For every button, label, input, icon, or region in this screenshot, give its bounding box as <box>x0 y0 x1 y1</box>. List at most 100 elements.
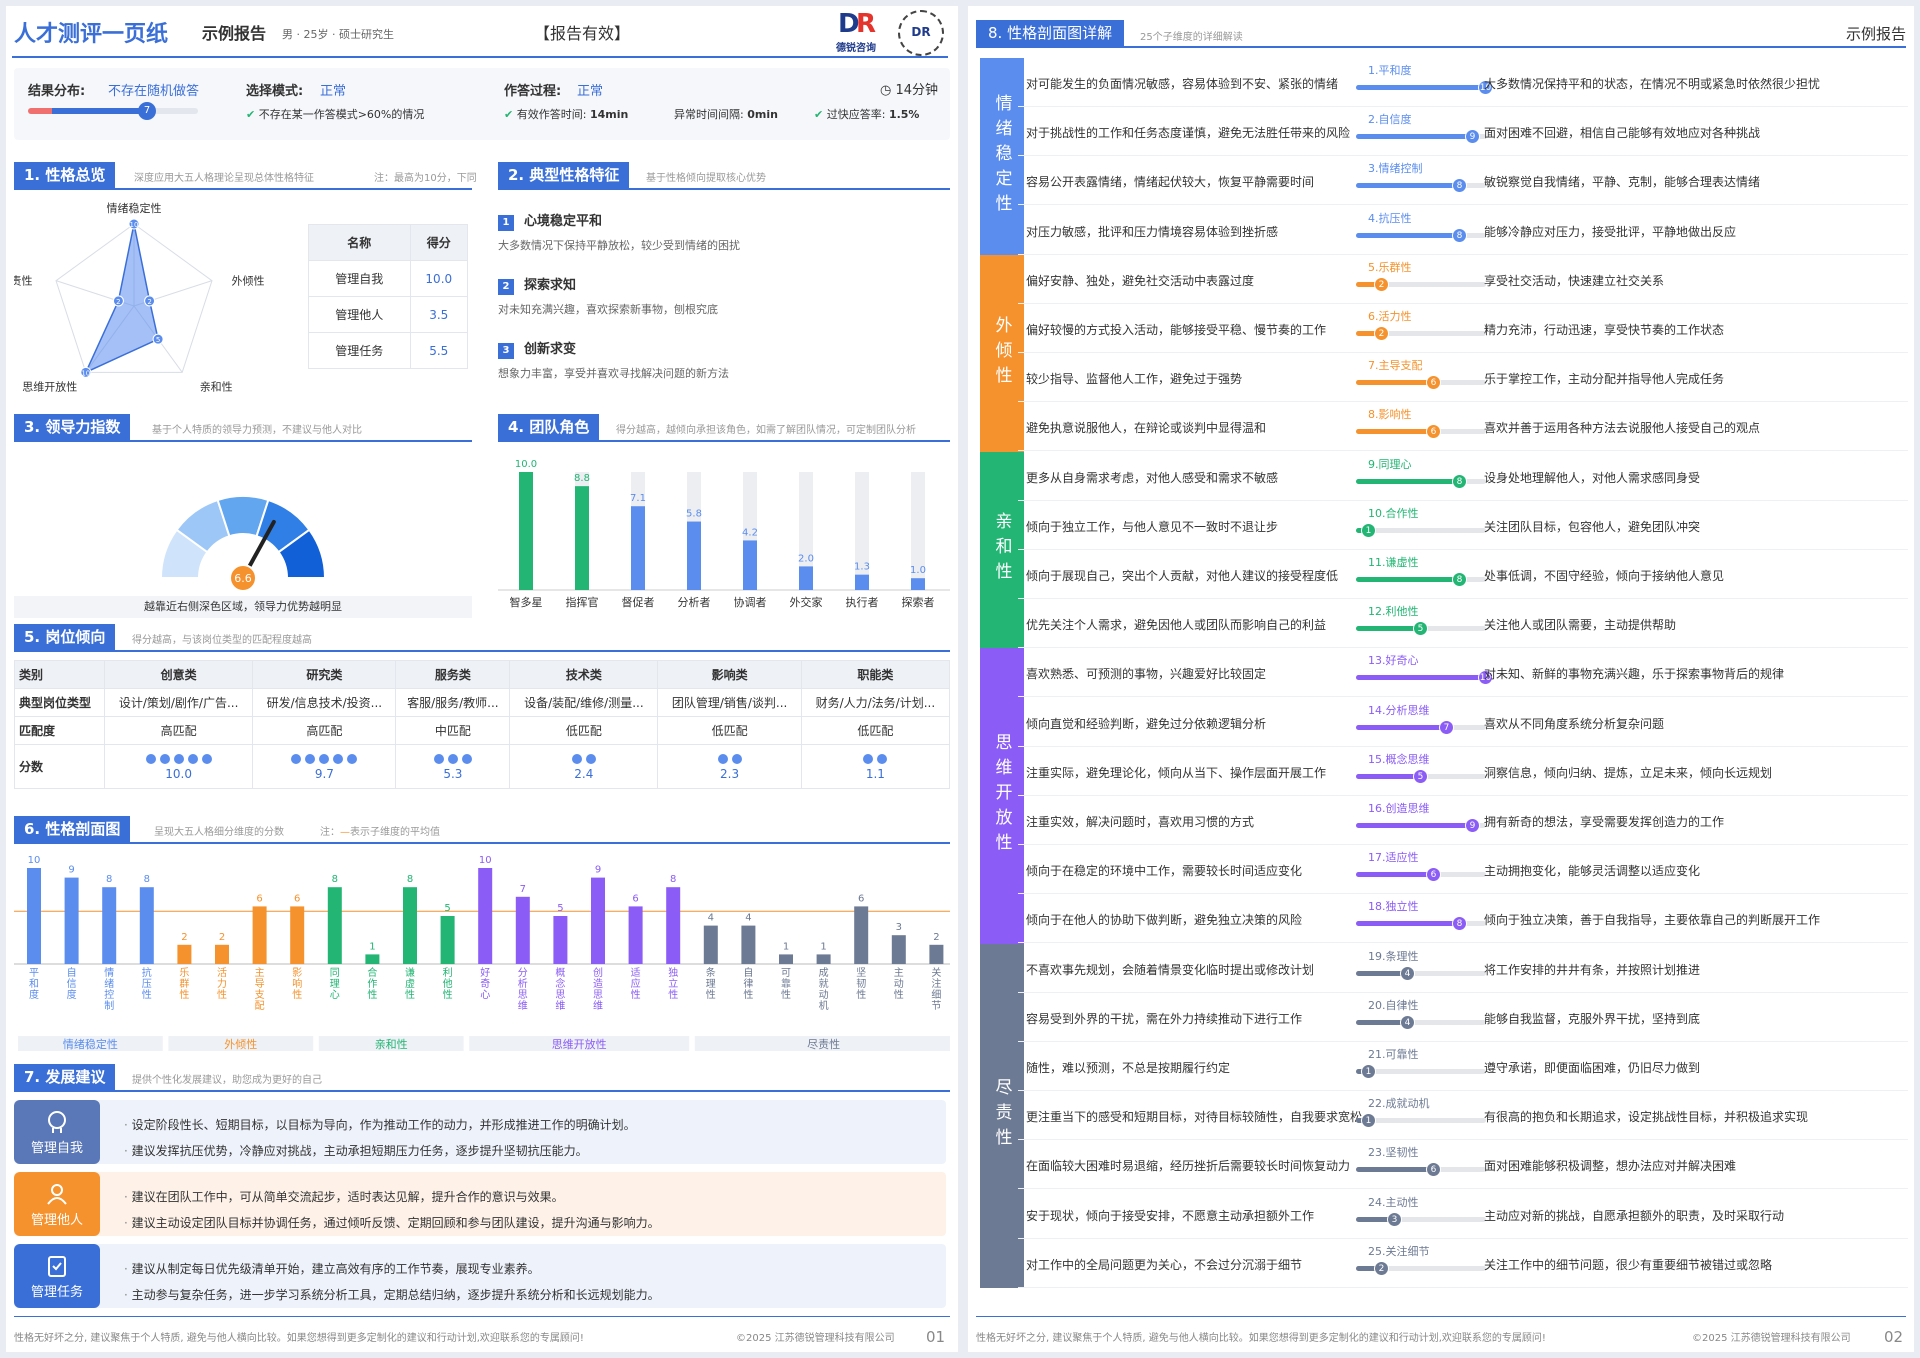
profile-bar <box>816 954 831 964</box>
table-header: 影响类 <box>657 660 802 689</box>
profile-bar <box>290 906 305 964</box>
trait-high-desc: 主动拥抱变化，能够灵活调整以适应变化 <box>1484 864 1701 879</box>
profile-bar <box>666 887 681 964</box>
trait-row: 喜欢熟悉、可预测的事物，兴趣爱好比较固定 13.好奇心 10 对未知、新鲜的事物… <box>1018 648 1908 698</box>
profile-bar-value: 8 <box>332 874 338 885</box>
trait-row: 倾向于展现自己，突出个人贡献，对他人建议的接受程度低 11.谦虚性 8 处事低调… <box>1018 550 1908 599</box>
trait-low-desc: 更注重当下的感受和短期目标，对待目标较随性，自我要求宽松 <box>1026 1110 1363 1125</box>
trait-fill <box>1356 921 1460 927</box>
check-icon: ✔ <box>504 108 514 121</box>
trait-fill <box>1356 281 1382 287</box>
profile-bar-label: 可靠性 <box>781 968 791 1001</box>
trait-knob: 2 <box>1374 276 1389 292</box>
table-cell: 10.0 <box>409 260 469 297</box>
profile-bar <box>515 896 530 964</box>
trait-low-desc: 容易受到外界的干扰，需在外力持续推动下进行工作 <box>1026 1011 1303 1026</box>
section-5-tag: 5. 岗位倾向 <box>14 624 116 650</box>
section-5-header: 5. 岗位倾向 得分越高，与该岗位类型的匹配程度越高 <box>14 624 950 652</box>
trait-fill <box>1356 626 1421 632</box>
trait-track: 3 <box>1356 1211 1486 1227</box>
trait-low-desc: 注重实效，解决问题时，喜欢用习惯的方式 <box>1026 815 1255 829</box>
trait-low-desc: 更多从自身需求考虑，对他人感受和需求不敏感 <box>1026 470 1279 485</box>
section-6-header: 6. 性格剖面图 呈现大五人格细分维度的分数 注：—表示子维度的平均值 <box>14 816 950 844</box>
trait-high-desc: 对未知、新鲜的事物充满兴趣，乐于探索事物背后的规律 <box>1484 667 1785 682</box>
trait-high-desc: 将工作安排的井井有条，并按照计划推进 <box>1484 962 1701 977</box>
team-bar-label: 分析者 <box>678 595 711 609</box>
trait-low-desc: 倾向于展现自己，突出个人贡献，对他人建议的接受程度低 <box>1026 569 1339 583</box>
profile-bar <box>327 887 342 964</box>
trait-track: 5 <box>1356 768 1486 784</box>
trait-row: 对压力敏感，批评和压力情境容易体验到挫折感 4.抗压性 8 能够冷静应对压力，接… <box>1018 206 1908 255</box>
trait-low-desc: 安于现状，倾向于接受安排，不愿意主动承担额外工作 <box>1026 1208 1315 1223</box>
profile-bar-value: 1 <box>783 941 789 952</box>
score-cell: 10.0 <box>103 744 254 789</box>
score-dot <box>291 753 302 764</box>
check-fast-label: 过快应答率: <box>826 108 886 121</box>
trait-track: 8 <box>1356 572 1486 587</box>
table-row: 管理任务 5.5 <box>308 332 469 369</box>
check-abnormal-label: 异常时间间隔: <box>674 108 744 121</box>
label-process: 作答过程: <box>504 84 562 99</box>
trait-track: 7 <box>1356 719 1486 735</box>
job-fit-table: 类别 创意类 研究类 服务类 技术类 影响类 职能类 典型岗位类型 设计/策划/剧作/广告..… <box>14 660 951 789</box>
qr-code[interactable]: DR <box>898 10 944 56</box>
profile-bar-value: 8 <box>407 874 413 885</box>
profile-bar <box>628 906 643 964</box>
section-6-note: 呈现大五人格细分维度的分数 <box>154 827 284 838</box>
trait-row: 更注重当下的感受和短期目标，对待目标较随性，自我要求宽松 22.成就动机 1 有… <box>1018 1091 1908 1141</box>
trait-row: 对工作中的全局问题更为关心，不会过分沉溺于细节 25.关注细节 2 关注工作中的… <box>1018 1239 1908 1288</box>
trait-name: 5.乐群性 <box>1368 260 1412 274</box>
value-process: 正常 <box>577 84 604 99</box>
gauge-segment <box>277 528 327 579</box>
trait-fill <box>1356 380 1434 386</box>
table-cell: 管理任务 <box>308 332 411 369</box>
table-cell: 3.5 <box>409 296 469 333</box>
trait-knob: 10 <box>1478 80 1493 95</box>
trait-fill <box>1356 478 1460 484</box>
profile-bar <box>403 887 417 964</box>
advice-line: 建议在团队工作中，可从简单交流起步，适时表达见解，提升合作的意识与效果。 <box>124 1184 660 1210</box>
profile-bar-label: 自律性 <box>743 966 753 1001</box>
table-row: 管理自我 10.0 <box>308 260 469 297</box>
check-abnormal-value: 0min <box>747 108 778 121</box>
radar-axis-label: 思维开放性 <box>22 379 77 393</box>
profile-bar-value: 9 <box>595 865 601 876</box>
trait-knob: 6 <box>1426 424 1441 440</box>
page-number: 02 <box>1884 1328 1904 1346</box>
section-1-note2: 注：最高为10分，下同 <box>374 173 477 184</box>
profile-group-band <box>694 1036 950 1051</box>
trait-high-desc: 喜欢从不同角度系统分析复杂问题 <box>1484 716 1665 731</box>
team-bar-track <box>799 472 813 590</box>
trait-track: 8 <box>1356 916 1486 932</box>
profile-bar-value: 5 <box>557 903 563 914</box>
score-dot <box>319 753 330 764</box>
trait-track: 1 <box>1356 1113 1486 1129</box>
team-bar-label: 执行者 <box>846 595 879 609</box>
score-dot <box>717 753 728 764</box>
trait-knob: 10 <box>1478 670 1493 686</box>
trait-track: 9 <box>1356 129 1486 145</box>
score-cell: 2.4 <box>509 744 659 789</box>
team-bar <box>855 574 869 590</box>
trait-row: 不喜欢事先规划，会随着情景变化临时提出或修改计划 19.条理性 4 将工作安排的… <box>1018 944 1908 993</box>
profile-bar-value: 3 <box>896 922 902 933</box>
personality-profile-chart: 10 平和度 9 自信度 8 情绪控制 8 抗压性 2 乐群性 2 活力性 6 主导支配 6 影响性 8 同理心 1… <box>14 855 950 1051</box>
profile-bar <box>741 925 756 964</box>
footer-rule <box>14 1316 950 1317</box>
section-8-header: 8. 性格剖面图详解 25个子维度的详细解读 示例报告 <box>976 20 1906 48</box>
team-bar <box>519 472 533 590</box>
team-bar-value: 5.8 <box>686 509 702 520</box>
team-bar-label: 指挥官 <box>566 595 599 609</box>
legend-text: 表示子维度的平均值 <box>350 827 440 838</box>
profile-bar-label: 关注细节 <box>931 966 941 1012</box>
score-dot <box>173 753 184 764</box>
score-dot <box>201 753 212 764</box>
section-8-tag: 8. 性格剖面图详解 <box>976 20 1125 46</box>
trait-name: 3.情绪控制 <box>1368 162 1423 176</box>
profile-group-label: 亲和性 <box>375 1037 408 1051</box>
profile-bar-label: 利他性 <box>443 967 453 1001</box>
trait-low-desc: 倾向直觉和经验判断，避免过分依赖逻辑分析 <box>1026 716 1267 731</box>
section-1-header: 1. 性格总览 深度应用大五人格理论呈现总体性格特征 注：最高为10分，下同 <box>14 162 477 190</box>
trait-fill <box>1356 675 1486 681</box>
section-7-header: 7. 发展建议 提供个性化发展建议，助您成为更好的自己 <box>14 1064 950 1092</box>
